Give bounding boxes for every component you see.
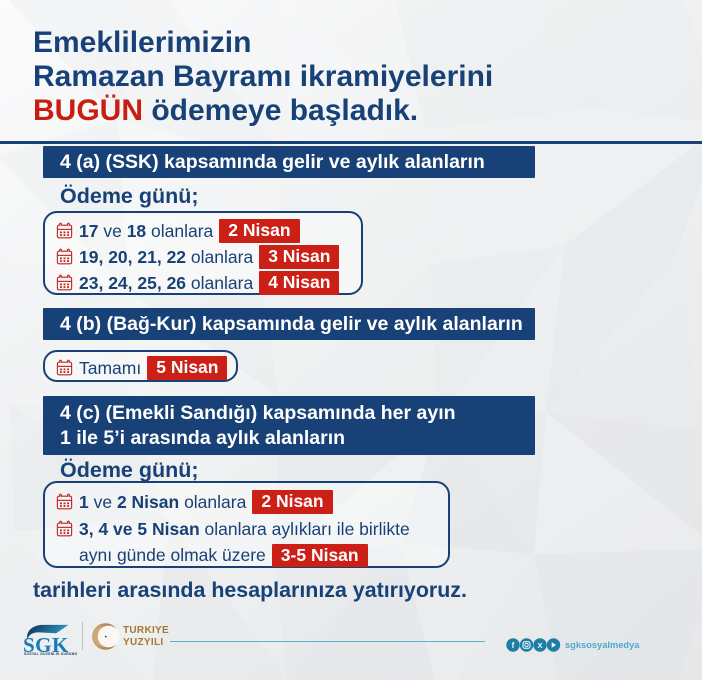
svg-text:sgksosyalmedya: sgksosyalmedya [565, 640, 640, 650]
svg-text:X: X [538, 641, 543, 650]
svg-text:f: f [512, 641, 515, 650]
